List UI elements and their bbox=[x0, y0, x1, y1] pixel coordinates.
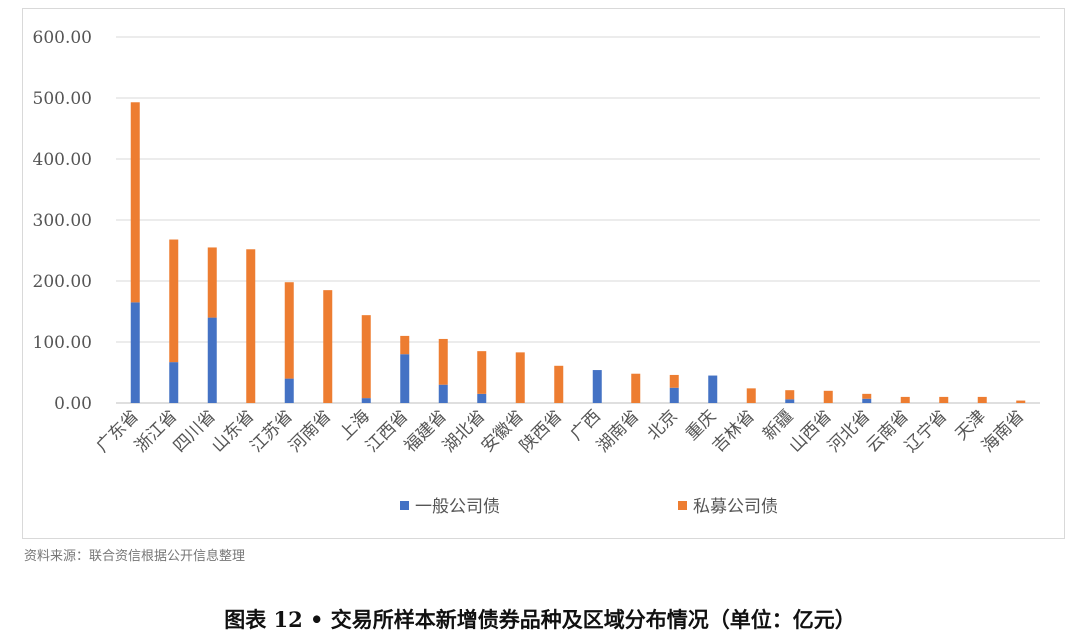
bar-general-bond bbox=[438, 384, 448, 403]
bar-private-bond bbox=[900, 396, 910, 403]
bar-private-bond bbox=[862, 393, 872, 399]
bar-private-bond bbox=[823, 390, 833, 403]
chart-frame: 0.00 100.00 200.00 300.00 400.00 500.00 600.00… bbox=[22, 8, 1065, 539]
bar-general-bond bbox=[669, 387, 679, 403]
bar-general-bond bbox=[785, 399, 795, 403]
legend-swatch bbox=[400, 501, 409, 510]
x-tick-label: 湖南省 bbox=[593, 406, 643, 456]
bar-private-bond bbox=[977, 396, 987, 403]
x-tick-label: 云南省 bbox=[863, 406, 913, 456]
bar-private-bond bbox=[130, 102, 140, 303]
bar-general-bond bbox=[130, 302, 140, 403]
x-tick-label: 吉林省 bbox=[709, 406, 759, 456]
x-tick-label: 北京 bbox=[644, 406, 682, 444]
bar-private-bond bbox=[515, 352, 525, 403]
y-tick-label: 100.00 bbox=[33, 333, 92, 353]
bar-private-bond bbox=[477, 351, 487, 394]
y-tick-label: 400.00 bbox=[33, 150, 92, 170]
bar-private-bond bbox=[323, 290, 333, 403]
bar-general-bond bbox=[708, 375, 718, 403]
x-tick-label: 江苏省 bbox=[247, 406, 297, 456]
bar-private-bond bbox=[785, 390, 795, 400]
bar-private-bond bbox=[746, 388, 756, 403]
source-note: 资料来源：联合资信根据公开信息整理 bbox=[24, 549, 246, 564]
x-tick-label: 江西省 bbox=[362, 406, 412, 456]
y-tick-label: 300.00 bbox=[33, 211, 92, 231]
bar-private-bond bbox=[246, 249, 256, 403]
y-tick-label: 0.00 bbox=[54, 394, 92, 414]
bar-private-bond bbox=[631, 373, 641, 403]
legend-label: 私募公司债 bbox=[693, 497, 778, 517]
x-tick-label: 陕西省 bbox=[516, 406, 566, 456]
bar-private-bond bbox=[400, 335, 410, 355]
bar-general-bond bbox=[169, 362, 179, 403]
x-tick-label: 海南省 bbox=[978, 406, 1028, 456]
stacked-bar-chart: 0.00 100.00 200.00 300.00 400.00 500.00 600.00… bbox=[33, 28, 1040, 517]
x-tick-label: 河南省 bbox=[285, 406, 335, 456]
bar-private-bond bbox=[438, 338, 448, 385]
x-tick-label: 山西省 bbox=[786, 406, 836, 456]
bar-private-bond bbox=[669, 374, 679, 388]
bar-private-bond bbox=[554, 365, 564, 403]
x-tick-label: 四川省 bbox=[170, 406, 220, 456]
x-tick-label: 安徽省 bbox=[478, 406, 528, 456]
bar-private-bond bbox=[207, 247, 217, 318]
x-tick-label: 山东省 bbox=[208, 406, 258, 456]
x-tick-label: 湖北省 bbox=[439, 406, 489, 456]
bar-general-bond bbox=[207, 317, 217, 403]
x-tick-label: 河北省 bbox=[824, 406, 874, 456]
bar-private-bond bbox=[169, 239, 179, 363]
y-tick-label: 600.00 bbox=[33, 28, 92, 48]
bar-private-bond bbox=[1016, 400, 1026, 403]
legend-label: 一般公司债 bbox=[415, 497, 500, 517]
figure-caption: 图表 12 • 交易所样本新增债券品种及区域分布情况（单位：亿元） bbox=[224, 607, 856, 632]
x-tick-label: 辽宁省 bbox=[901, 406, 951, 456]
bar-private-bond bbox=[284, 282, 294, 379]
y-tick-label: 500.00 bbox=[33, 89, 92, 109]
bar-general-bond bbox=[862, 398, 872, 403]
bar-general-bond bbox=[361, 398, 371, 403]
bar-general-bond bbox=[400, 354, 410, 403]
bar-private-bond bbox=[361, 315, 371, 399]
x-tick-label: 浙江省 bbox=[131, 406, 181, 456]
x-tick-label: 广东省 bbox=[93, 406, 143, 456]
x-tick-label: 福建省 bbox=[401, 406, 451, 456]
bar-general-bond bbox=[592, 370, 602, 403]
y-tick-label: 200.00 bbox=[33, 272, 92, 292]
legend-swatch bbox=[678, 501, 687, 510]
bar-private-bond bbox=[939, 396, 949, 403]
bar-general-bond bbox=[284, 378, 294, 403]
bar-general-bond bbox=[477, 393, 487, 403]
